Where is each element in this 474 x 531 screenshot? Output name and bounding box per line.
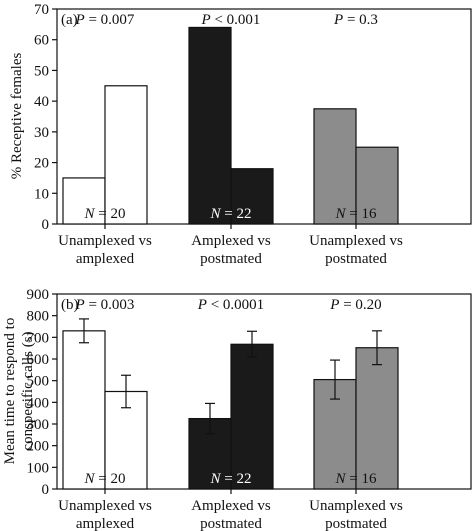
bar [188,26,232,225]
y-tick-label: 0 [42,217,50,233]
bar [104,85,148,225]
category-label: Unamplexed vs amplexed [58,233,152,267]
bar-group-0: P = 0.007 N = 20 Unamplexed vs amplexed [58,12,152,267]
category-label-line: Unamplexed vs [58,498,152,514]
p-symbol: P [201,12,211,28]
sample-size-label: N = 16 [335,206,377,222]
n-value: = 16 [346,471,377,487]
bar [230,343,274,490]
category-label-line: Unamplexed vs [58,233,152,249]
p-value: = 0.3 [343,12,378,28]
bar [62,330,106,490]
y-tick-label: 700 [27,330,50,346]
bar [230,168,274,225]
bar [62,177,106,225]
category-label: Unamplexed vs postmated [309,498,403,531]
y-tick-label: 30 [34,125,49,141]
category-label-line: Unamplexed vs [309,498,403,514]
p-value: < 0.0001 [207,297,264,313]
panel-label: (b) [61,297,79,313]
category-label-line: Unamplexed vs [309,233,403,249]
n-symbol: N [84,206,96,222]
category-label-line: postmated [325,251,387,267]
sample-size-label: N = 20 [84,471,126,487]
y-tick-label: 900 [27,287,50,303]
y-axis-label: % Receptive females [9,53,25,180]
y-tick-label: 70 [34,2,49,18]
n-value: = 16 [346,206,377,222]
y-tick-label: 20 [34,156,49,172]
category-label-line: Amplexed vs [191,233,271,249]
category-label-line: postmated [200,516,262,531]
p-symbol: P [75,12,85,28]
bar [313,108,357,225]
n-symbol: N [335,206,347,222]
n-value: = 22 [221,471,252,487]
bar-group-2: P = 0.20 N = 16 Unamplexed vs postmated [309,297,403,531]
category-label-line: amplexed [76,516,135,531]
p-symbol: P [329,297,339,313]
y-tick-label: 500 [27,374,50,390]
bar [355,347,399,490]
category-label: Amplexed vs postmated [191,498,271,531]
n-symbol: N [84,471,96,487]
p-value-label: P = 0.20 [329,297,381,313]
panel-label: (a) [61,12,78,28]
p-value-label: P = 0.007 [75,12,135,28]
bar-group-0: P = 0.003 N = 20 Unamplexed vs amplexed [58,297,152,531]
y-tick-label: 50 [34,63,49,79]
y-tick-label: 0 [42,482,50,498]
p-symbol: P [75,297,85,313]
chart-panel-b: 0 100 200 300 400 500 600 700 800 900 (b) Mean time… [2,287,472,531]
p-symbol: P [333,12,343,28]
y-tick-label: 400 [27,395,50,411]
p-value-label: P < 0.0001 [197,297,264,313]
n-symbol: N [210,206,222,222]
sample-size-label: N = 16 [335,471,377,487]
p-value-label: P < 0.001 [201,12,261,28]
p-value-label: P = 0.3 [333,12,378,28]
y-tick-label: 800 [27,309,50,325]
sample-size-label: N = 22 [210,206,252,222]
n-value: = 20 [95,206,126,222]
y-axis-label-line: Mean time to respond to [2,318,18,465]
p-value: = 0.007 [85,12,135,28]
n-value: = 20 [95,471,126,487]
n-symbol: N [335,471,347,487]
p-value: = 0.20 [339,297,381,313]
p-value: < 0.001 [211,12,261,28]
p-symbol: P [197,297,207,313]
y-axis-label-line: conspecific calls (s) [20,331,36,450]
sample-size-label: N = 20 [84,206,126,222]
p-value-label: P = 0.003 [75,297,135,313]
y-tick-label: 40 [34,94,49,110]
bar-group-1: P < 0.0001 N = 22 Amplexed vs postmated [188,297,274,531]
category-label: Unamplexed vs amplexed [58,498,152,531]
category-label-line: postmated [325,516,387,531]
bar [355,146,399,225]
n-value: = 22 [221,206,252,222]
bar-group-1: P < 0.001 N = 22 Amplexed vs postmated [188,12,274,267]
chart-panel-a: 0 10 20 30 40 50 60 70 (a) % Receptive females P =… [9,2,472,267]
y-tick-label: 300 [27,417,50,433]
category-label: Amplexed vs postmated [191,233,271,267]
n-symbol: N [210,471,222,487]
category-label-line: Amplexed vs [191,498,271,514]
category-label-line: amplexed [76,251,135,267]
y-tick-label: 100 [27,460,50,476]
sample-size-label: N = 22 [210,471,252,487]
category-label: Unamplexed vs postmated [309,233,403,267]
y-tick-label: 10 [34,186,49,202]
y-tick-label: 200 [27,439,50,455]
p-value: = 0.003 [85,297,135,313]
bar-group-2: P = 0.3 N = 16 Unamplexed vs postmated [309,12,403,267]
category-label-line: postmated [200,251,262,267]
y-tick-label: 600 [27,352,50,368]
y-tick-label: 60 [34,33,49,49]
y-axis-label: Mean time to respond to conspecific calls… [2,318,36,465]
